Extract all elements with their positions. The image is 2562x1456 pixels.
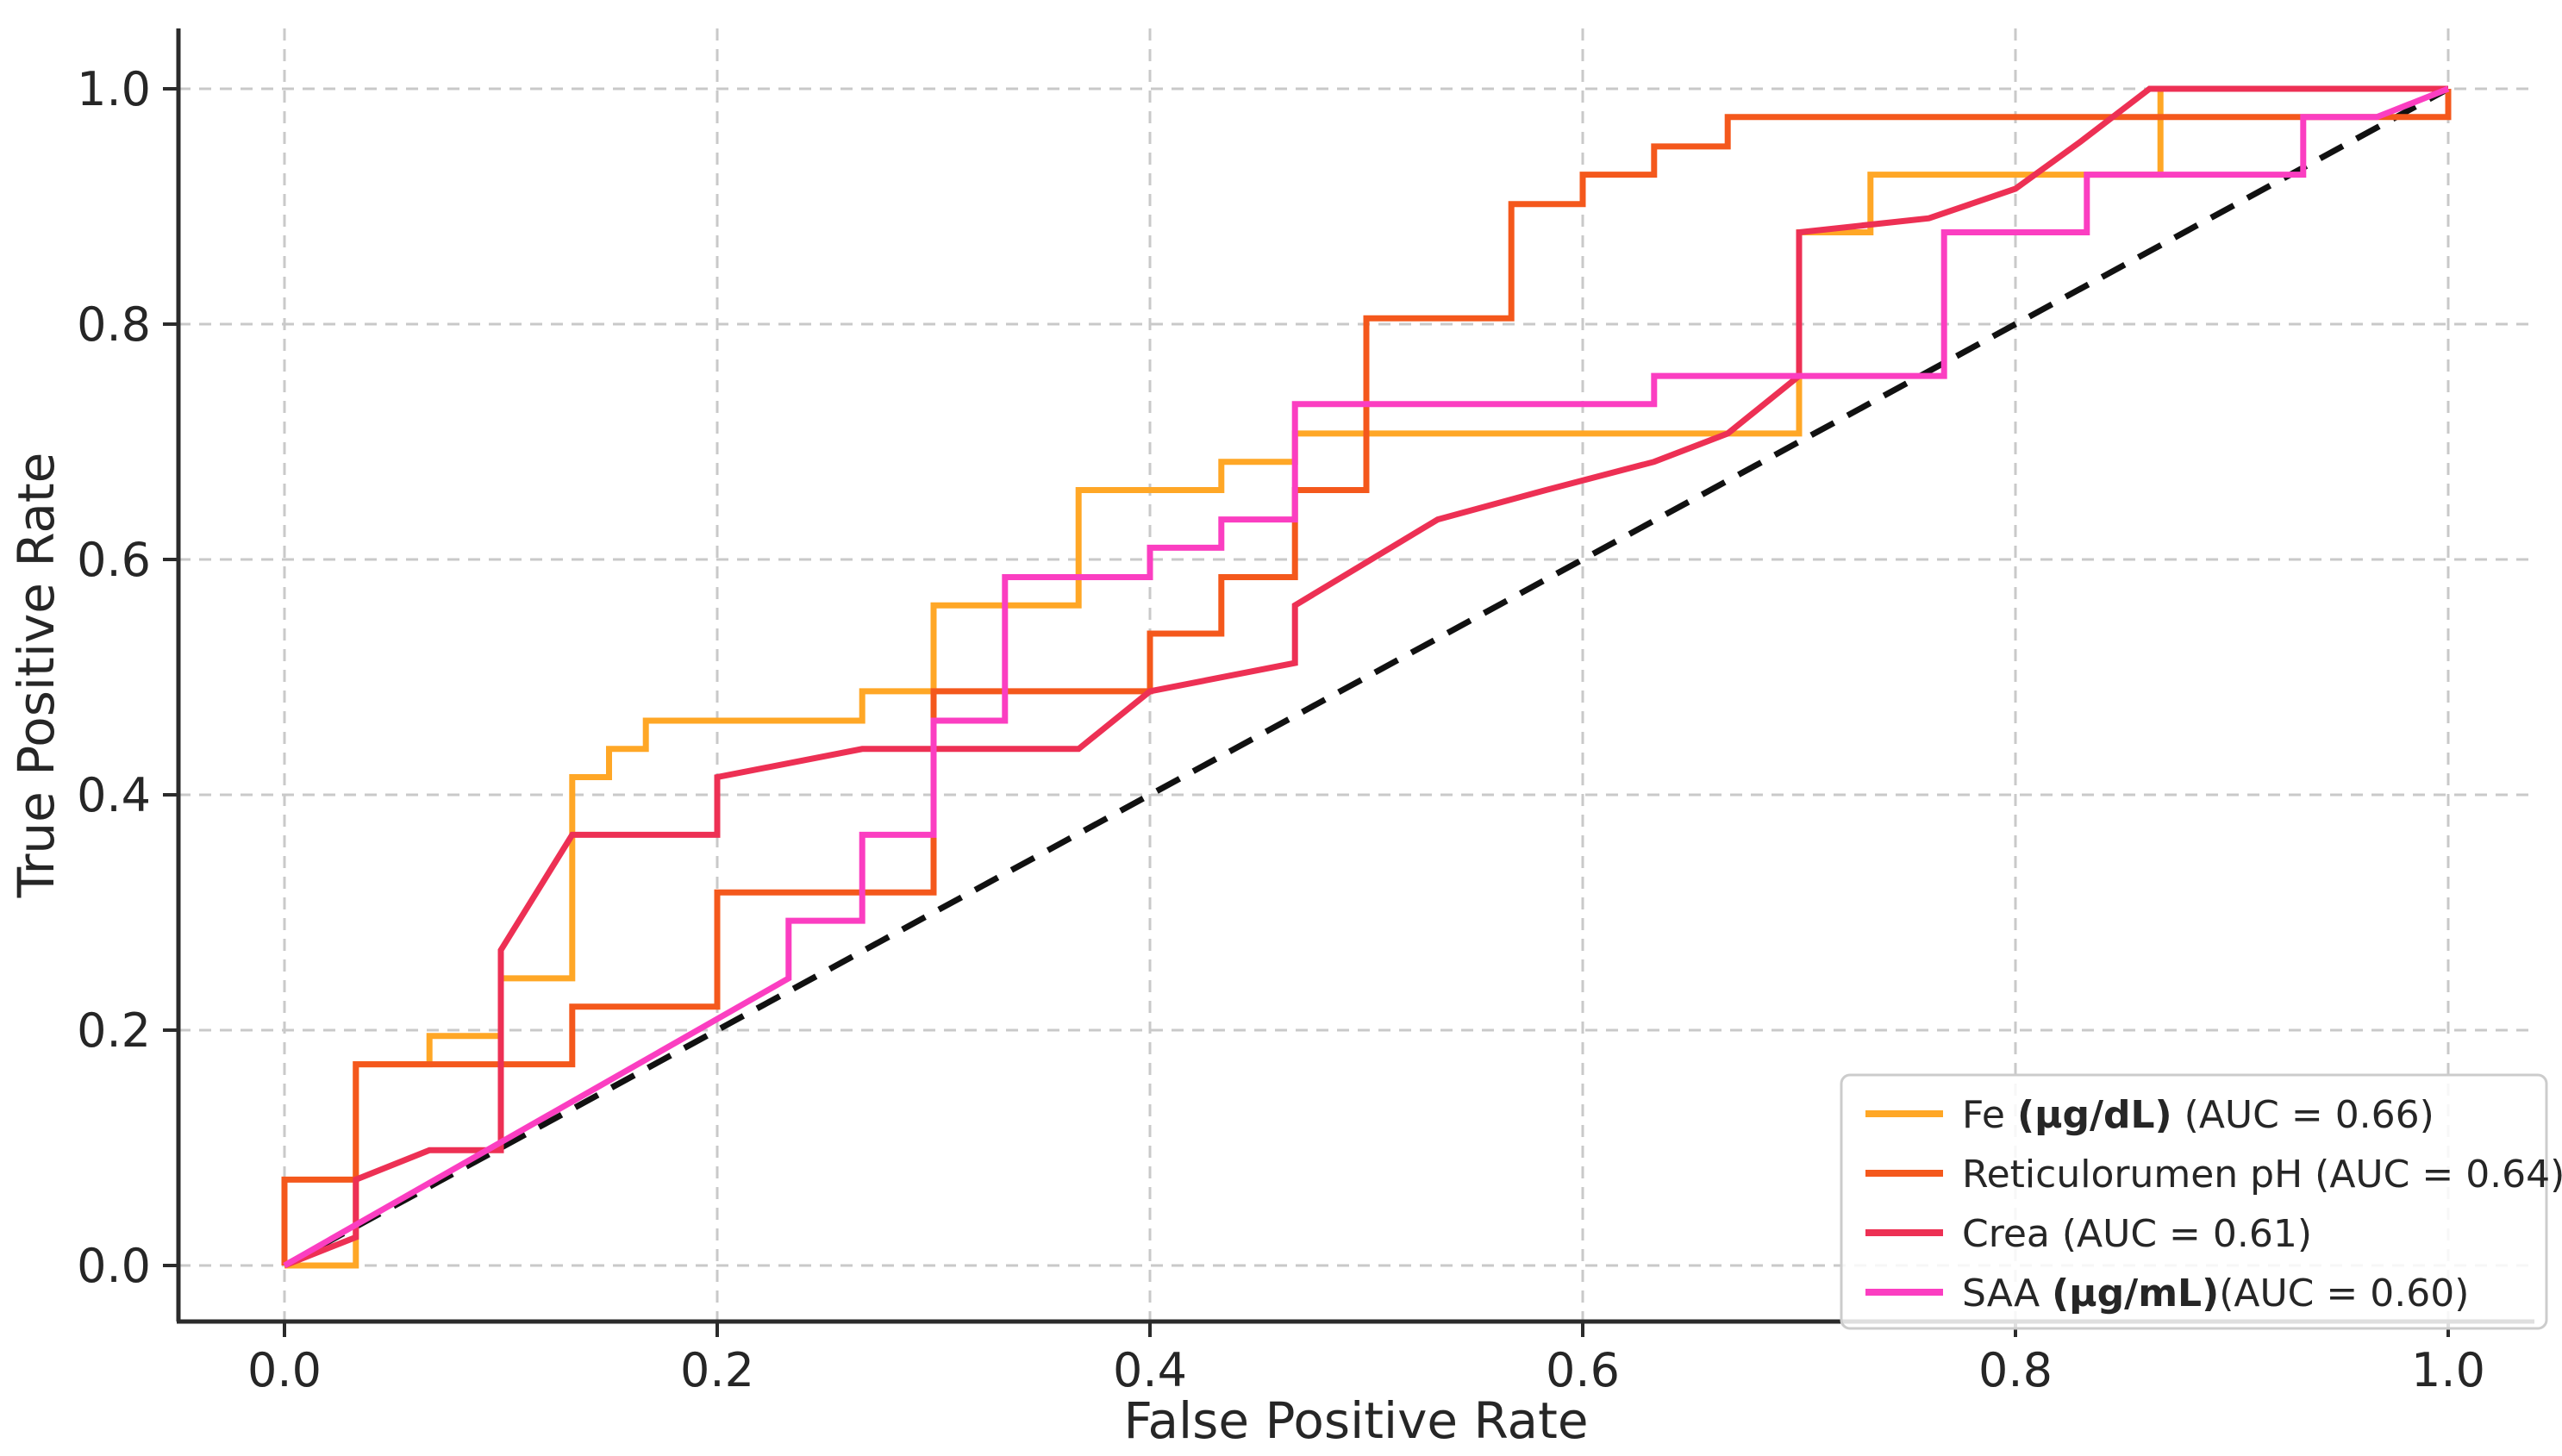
legend-box: [1840, 1073, 2548, 1330]
x-tick-label: 1.0: [2411, 1343, 2485, 1397]
y-tick-label: 0.4: [77, 768, 151, 822]
x-tick-label: 0.8: [1978, 1343, 2053, 1397]
legend-label: Reticulorumen pH (AUC = 0.64): [1962, 1153, 2562, 1197]
legend-label: SAA (μg/mL)(AUC = 0.60): [1962, 1272, 2469, 1315]
y-tick-label: 0.6: [77, 533, 151, 587]
legend-label: Crea (AUC = 0.61): [1962, 1212, 2312, 1256]
y-tick-label: 0.0: [77, 1239, 151, 1293]
x-tick-label: 0.6: [1546, 1343, 1620, 1397]
y-tick-label: 1.0: [77, 62, 151, 116]
axis-ticks: 0.0 0.2 0.4 0.6 0.8 1.0 0.0 0.2 0.4 0.6 0.8 1.0: [77, 62, 2485, 1397]
legend-item-fe: Fe (μg/dL) (AUC = 0.66): [1865, 1093, 2434, 1137]
legend: Fe (μg/dL) (AUC = 0.66) Reticulorumen pH …: [1840, 1073, 2562, 1330]
x-tick-label: 0.0: [247, 1343, 322, 1397]
x-tick-label: 0.4: [1113, 1343, 1187, 1397]
y-axis-label: True Positive Rate: [7, 453, 66, 899]
legend-item-crea: Crea (AUC = 0.61): [1865, 1212, 2312, 1256]
roc-curve-reticulorumen-ph: [281, 89, 2452, 1265]
y-tick-label: 0.8: [77, 297, 151, 352]
roc-curve-saa: [283, 85, 2450, 1269]
legend-item-reticulorumen-ph: Reticulorumen pH (AUC = 0.64): [1865, 1153, 2562, 1197]
roc-curves: [281, 85, 2452, 1269]
x-axis-label: False Positive Rate: [1123, 1391, 1588, 1450]
x-tick-label: 0.2: [680, 1343, 754, 1397]
chance-diagonal-line: [283, 85, 2450, 1269]
legend-label: Fe (μg/dL) (AUC = 0.66): [1962, 1093, 2434, 1137]
y-tick-label: 0.2: [77, 1003, 151, 1058]
legend-item-saa: SAA (μg/mL)(AUC = 0.60): [1865, 1272, 2469, 1315]
roc-curve-crea: [283, 85, 2448, 1269]
